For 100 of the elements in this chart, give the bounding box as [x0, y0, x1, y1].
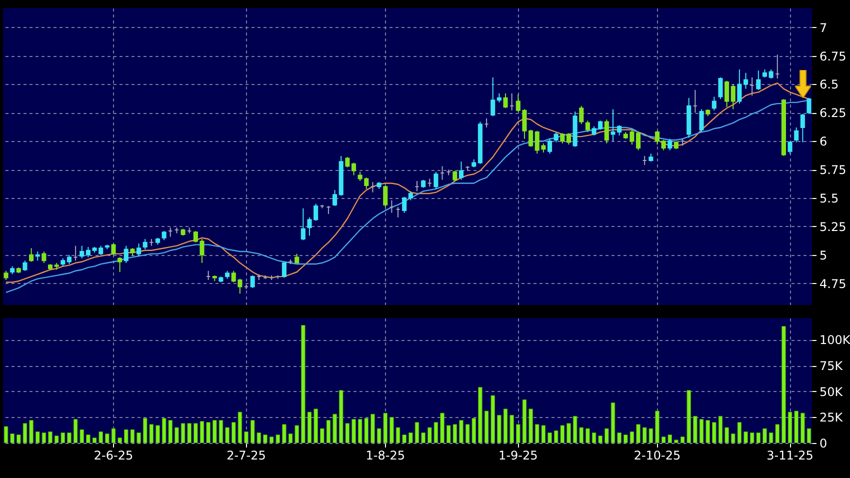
candlestick: [718, 76, 723, 100]
candlestick: [136, 243, 142, 257]
candlestick: [124, 245, 128, 264]
x-tick-label: 1-9-25: [498, 448, 538, 462]
bar: [744, 431, 748, 443]
candlestick: [42, 251, 46, 264]
bar: [301, 324, 306, 443]
candlestick: [768, 68, 774, 80]
x-tick-label: 2-10-25: [634, 448, 681, 462]
candlestick: [250, 274, 255, 288]
bar: [67, 432, 72, 443]
bar: [617, 432, 622, 443]
x-tick-label: 2-7-25: [226, 448, 266, 462]
candlestick: [434, 171, 438, 190]
bar: [592, 432, 596, 443]
y-tick-label: 4.75: [820, 276, 846, 291]
bar: [10, 433, 14, 443]
candlestick: [699, 108, 704, 133]
bar: [706, 420, 710, 443]
bar: [4, 426, 8, 443]
bar: [421, 432, 426, 443]
y-tick-label: 5.5: [820, 192, 839, 206]
candlestick: [554, 132, 558, 143]
y-tick-label: 0: [820, 436, 828, 450]
x-tick-label: 2-6-25: [94, 448, 134, 462]
bar: [655, 410, 660, 443]
bar: [86, 434, 90, 443]
bar: [408, 432, 413, 443]
candlestick: [66, 254, 72, 265]
candlestick: [383, 185, 388, 208]
bar: [699, 418, 704, 443]
x-tick-label: 1-8-25: [366, 448, 405, 462]
bar: [98, 431, 103, 443]
candlestick: [794, 126, 799, 143]
candlestick: [490, 76, 496, 117]
candlestick: [712, 96, 716, 111]
bar: [194, 423, 198, 443]
candlestick: [661, 140, 666, 151]
bar: [724, 427, 729, 443]
y-tick-label: 5.75: [820, 163, 846, 178]
candlestick: [668, 138, 672, 151]
candlestick: [300, 208, 306, 241]
candlestick: [743, 72, 748, 90]
bar: [244, 431, 248, 443]
candlestick: [566, 132, 572, 146]
bar: [604, 428, 609, 443]
bar: [307, 412, 312, 443]
candlestick: [294, 253, 300, 264]
y-tick-label: 25K: [820, 410, 844, 425]
bar: [370, 414, 375, 443]
y-tick-label: 75K: [820, 359, 844, 374]
candlestick: [402, 196, 407, 214]
y-tick-label: 5: [820, 248, 828, 262]
bar: [200, 421, 204, 443]
bar: [332, 414, 337, 443]
candlestick: [80, 245, 84, 259]
candlestick: [737, 68, 742, 104]
candlestick: [452, 170, 458, 182]
bar: [105, 433, 110, 443]
candlestick: [585, 120, 590, 133]
bar: [478, 386, 482, 443]
bar: [566, 423, 571, 443]
candlestick: [496, 92, 502, 103]
y-tick-label: 6.5: [820, 78, 839, 92]
y-tick-label: 7: [820, 20, 828, 35]
bar: [610, 402, 616, 443]
candlestick: [806, 97, 812, 114]
candlestick: [788, 140, 792, 154]
bar: [712, 422, 716, 443]
bar: [218, 420, 224, 443]
candlestick: [142, 238, 148, 250]
y-tick-label: 6.75: [820, 49, 846, 64]
candlestick: [636, 132, 641, 151]
candlestick: [332, 190, 338, 206]
candlestick: [162, 230, 166, 241]
candlestick: [756, 70, 761, 90]
bar: [118, 438, 122, 443]
bar: [212, 420, 217, 443]
bar: [48, 431, 52, 443]
bar: [782, 326, 786, 443]
bar: [459, 420, 464, 443]
bar: [510, 414, 514, 443]
bar: [503, 408, 508, 443]
bar: [352, 418, 356, 443]
y-tick-label: 50K: [820, 384, 844, 399]
candlestick: [29, 248, 34, 262]
candlestick: [560, 132, 565, 144]
bar: [92, 438, 97, 443]
candlestick: [604, 119, 609, 144]
candlestick: [282, 262, 286, 278]
bar: [636, 424, 640, 443]
candlestick: [351, 162, 356, 176]
y-tick-label: 6: [820, 134, 828, 149]
bar: [674, 440, 678, 443]
candlestick: [118, 256, 122, 272]
candlestick: [654, 130, 660, 146]
bar: [206, 422, 210, 443]
candlestick: [547, 138, 552, 154]
candlestick: [724, 80, 730, 108]
candlestick: [22, 260, 28, 272]
